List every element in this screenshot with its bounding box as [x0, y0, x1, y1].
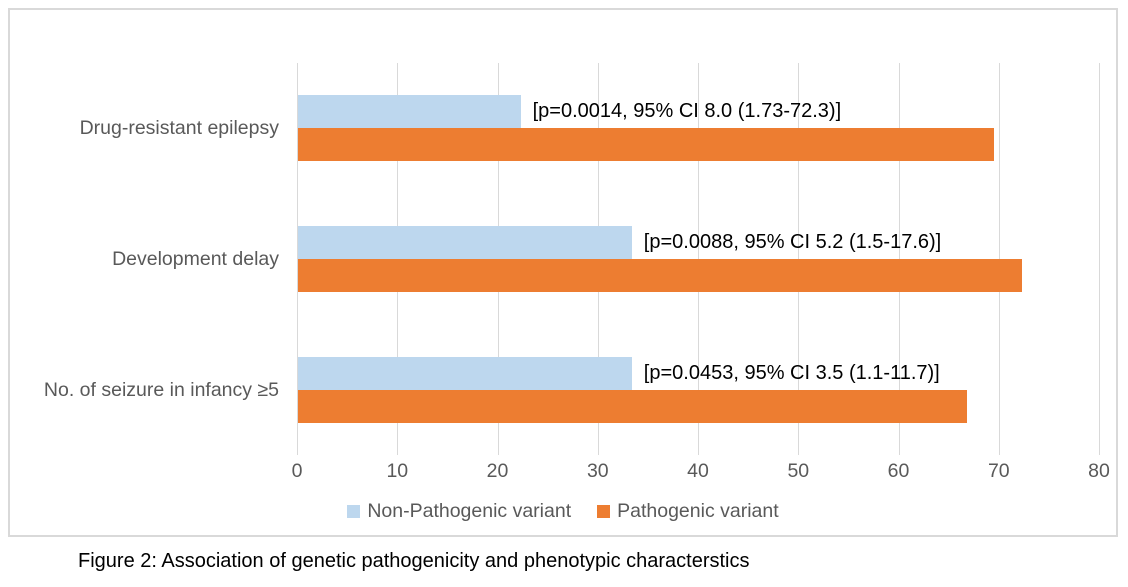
non-pathogenic-bar	[298, 95, 521, 129]
x-axis-tick-label: 20	[486, 460, 509, 482]
pathogenic-bar	[298, 259, 1022, 292]
pathogenic-bar	[298, 389, 967, 423]
pathogenic-bar	[298, 128, 994, 162]
annotation-label: [p=0.0088, 95% CI 5.2 (1.5-17.6)]	[643, 231, 942, 253]
x-axis-tick-label: 30	[586, 460, 609, 482]
x-axis-tick-label: 40	[687, 460, 709, 482]
legend-marker-icon	[347, 505, 361, 518]
annotation-label: [p=0.0453, 95% CI 3.5 (1.1-11.7)]	[643, 361, 940, 384]
x-axis-tick-label: 0	[291, 460, 303, 482]
x-axis-tick-label: 50	[787, 460, 810, 482]
legend-item: Non-Pathogenic variant	[347, 500, 571, 523]
legend-label: Non-Pathogenic variant	[367, 500, 572, 522]
legend: Non-Pathogenic variant Pathogenic variant	[10, 500, 1116, 523]
x-axis-tick-label: 60	[887, 460, 910, 482]
gridline	[1099, 63, 1100, 455]
non-pathogenic-bar	[298, 356, 632, 390]
figure-caption: Figure 2: Association of genetic pathoge…	[78, 550, 750, 572]
legend-item: Pathogenic variant	[597, 500, 779, 523]
category-label: Drug-resistant epilepsy	[79, 117, 279, 140]
category-label: No. of seizure in infancy ≥5	[43, 378, 279, 401]
legend-marker-icon	[597, 505, 611, 518]
chart-area: Non-Pathogenic variant Pathogenic variant…	[8, 8, 1118, 537]
x-axis-tick-label: 70	[987, 460, 1010, 482]
gridline	[297, 63, 298, 455]
non-pathogenic-bar	[298, 226, 632, 259]
category-label: Development delay	[112, 248, 279, 270]
legend-label: Pathogenic variant	[617, 500, 779, 522]
x-axis-tick-label: 80	[1088, 460, 1110, 482]
x-axis-tick-label: 10	[386, 460, 409, 482]
annotation-label: [p=0.0014, 95% CI 8.0 (1.73-72.3)]	[532, 100, 842, 123]
